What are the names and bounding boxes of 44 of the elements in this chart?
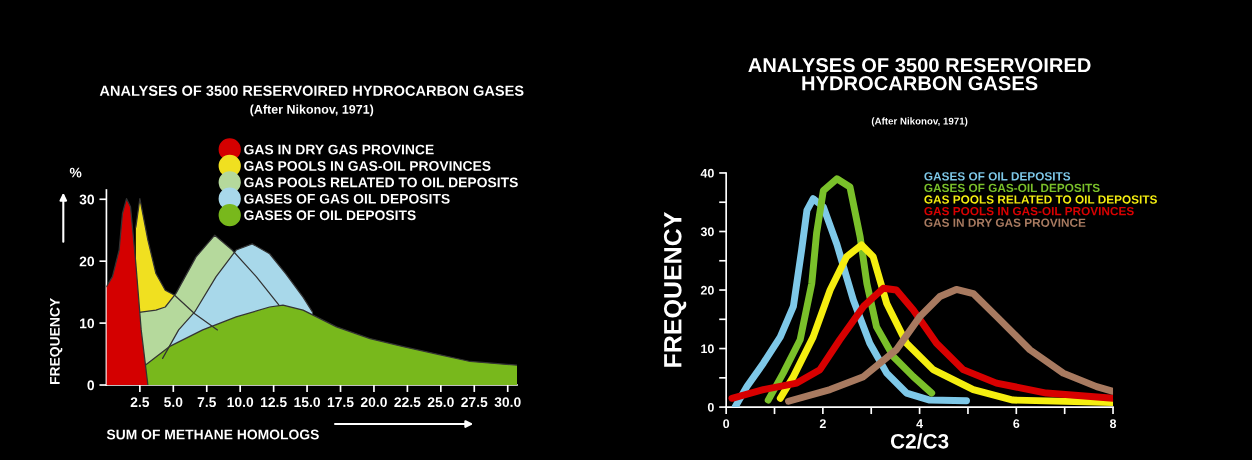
text: GAS POOLS IN GAS-OIL PROVINCES	[924, 206, 1134, 216]
y-tick-label: 10	[701, 344, 714, 354]
x-tick-label: 15.0	[294, 397, 321, 408]
chart-subtitle: (After Nikonov, 1971)	[871, 117, 968, 127]
chart-title: ANALYSES OF 3500 RESERVOIRED HYDROCARBON GASES	[99, 85, 524, 96]
y-tick-label: 30	[79, 194, 95, 205]
x-axis-title: C2/C3	[890, 433, 949, 449]
x-tick-label: 2.5	[130, 397, 150, 408]
x-tick-label: 30.0	[494, 397, 521, 408]
x-tick-label: 12.5	[260, 397, 287, 408]
text: GASES OF GAS-OIL DEPOSITS	[924, 183, 1100, 193]
text: %	[69, 167, 82, 178]
x-tick-label: 17.5	[327, 397, 354, 408]
x-tick-label: 10.0	[227, 397, 254, 408]
legend-label: GASES OF GAS OIL DEPOSITS	[244, 193, 450, 204]
y-tick-label: 10	[80, 318, 95, 329]
x-tick-label: 0	[723, 419, 730, 429]
y-tick-label: 20	[79, 256, 95, 267]
x-tick-label: 8	[1109, 419, 1117, 429]
y-tick-label: 30	[700, 227, 714, 237]
y-tick-label: 0	[87, 380, 95, 391]
chart-title: ANALYSES OF 3500 RESERVOIRED HYDROCARBON GASES	[748, 58, 1091, 91]
x-tick-label: 7.5	[197, 397, 217, 408]
x-tick-label: 2	[819, 419, 826, 428]
x-axis-title: SUM OF METHANE HOMOLOGS	[106, 429, 319, 440]
y-tick-label: 40	[700, 168, 714, 178]
x-tick-label: 22.5	[394, 397, 421, 408]
legend-label: GAS IN DRY GAS PROVINCE	[244, 144, 434, 155]
text: GASES OF OIL DEPOSITS	[924, 172, 1071, 181]
text: GAS POOLS RELATED TO OIL DEPOSITS	[924, 195, 1157, 204]
text: GAS IN DRY GAS PROVINCE	[924, 218, 1086, 227]
y-axis-title: FREQUENCY	[663, 211, 687, 367]
legend-label: GASES OF OIL DEPOSITS	[244, 210, 416, 221]
legend-label: GAS POOLS IN GAS-OIL PROVINCES	[244, 161, 491, 171]
y-axis-title: FREQUENCY	[49, 298, 63, 385]
x-tick-label: 6	[1013, 419, 1020, 429]
x-tick-label: 20.0	[360, 397, 387, 408]
x-tick-label: 27.5	[461, 397, 488, 408]
legend-label: GAS POOLS RELATED TO OIL DEPOSITS	[244, 177, 518, 188]
x-tick-label: 4	[916, 419, 923, 428]
y-tick-label: 20	[700, 285, 714, 295]
x-tick-label: 5.0	[164, 397, 183, 408]
chart-subtitle: (After Nikonov, 1971)	[250, 104, 374, 117]
x-tick-label: 25.0	[427, 397, 454, 408]
